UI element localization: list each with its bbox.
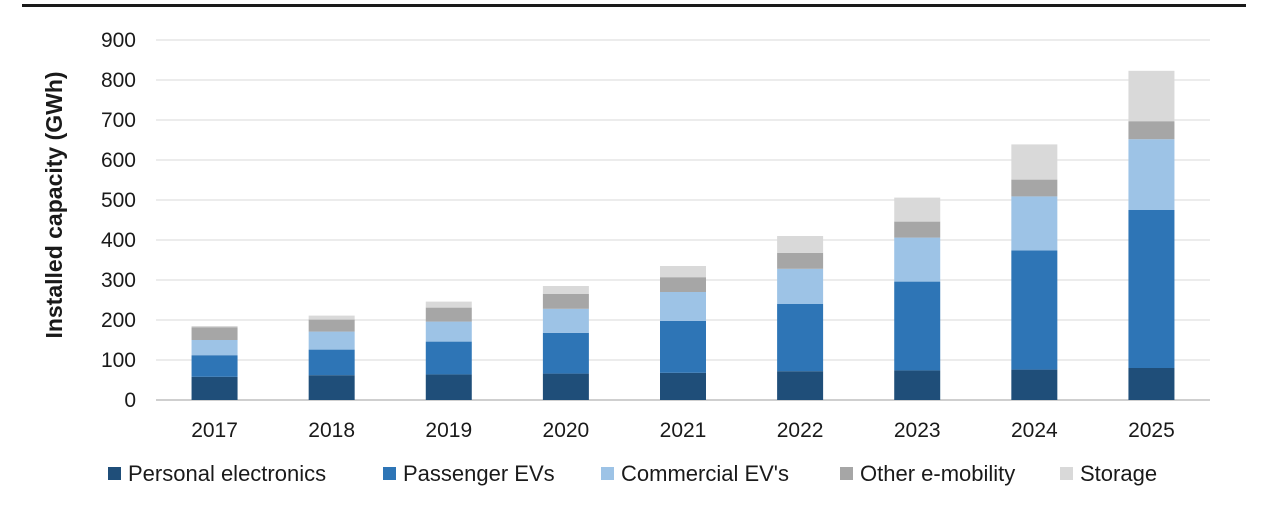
bar-segment [542,286,589,294]
y-tick-label: 400 [101,229,136,252]
bar-segment [425,307,472,322]
bar-segment [1128,139,1175,210]
bar-segment [660,292,706,321]
legend-swatch [108,467,121,480]
bar-segment [1011,179,1058,197]
y-tick-label: 100 [101,349,136,372]
bar-segment [660,266,706,278]
bar-segment [777,371,824,400]
x-tick-label: 2022 [777,419,824,442]
legend-swatch [840,467,853,480]
x-tick-label: 2023 [894,419,941,442]
bar-segment [894,281,941,371]
bar-segment [425,321,472,342]
legend-swatch [1060,467,1073,480]
y-tick-label: 300 [101,269,136,292]
bar-segment [542,308,589,333]
bar-segment [1011,196,1058,251]
bar-segment [777,252,824,269]
y-tick-label: 600 [101,149,136,172]
bar-segment [777,268,824,304]
x-tick-label: 2019 [425,419,472,442]
x-tick-label: 2024 [1011,419,1058,442]
bar-segment [777,236,824,253]
legend: Personal electronics Passenger EVs Commerc… [108,461,1157,486]
bar-segment [1011,369,1058,400]
x-tick-label: 2020 [543,419,590,442]
bar-segment [308,319,355,332]
x-tick-label: 2021 [660,419,707,442]
bar-segment [425,301,472,308]
bar-segment [425,341,472,375]
x-tick-label: 2017 [191,419,238,442]
bar-segment [1128,70,1175,122]
y-axis-ticks: 0 100 200 300 400 500 600 700 800 900 [101,29,136,412]
bar-segment [191,376,238,400]
y-tick-label: 900 [101,29,136,52]
bar-segment [191,327,238,340]
bar-segment [308,349,355,376]
bar-segment [1128,121,1175,140]
bar-segment [894,197,941,222]
bar-segment [660,372,706,400]
legend-label: Other e-mobility [860,461,1015,486]
bar-segment [191,340,238,356]
bar-segment [542,332,589,374]
x-axis-ticks: 2017 2018 2019 2020 2021 2022 2023 2024 2025 [191,419,1175,442]
bar-segment [191,326,238,328]
legend-label: Passenger EVs [403,461,555,486]
bar-segment [894,370,941,400]
bar-segment [1128,210,1175,368]
legend-swatch [601,467,614,480]
bar-segment [191,355,238,377]
top-rule [22,4,1246,7]
bar-segment [542,373,589,400]
y-tick-label: 800 [101,69,136,92]
bar-segment [1128,368,1175,400]
y-tick-label: 200 [101,309,136,332]
bar-segment [777,304,824,372]
bar-segment [1011,250,1058,370]
bar-segment [542,294,589,309]
bar-segment [308,315,355,320]
legend-label: Commercial EV's [621,461,789,486]
y-tick-label: 0 [124,389,136,412]
bars [191,70,1175,400]
legend-swatch [383,467,396,480]
x-tick-label: 2025 [1128,419,1175,442]
bar-segment [1011,144,1058,180]
bar-segment [425,374,472,400]
bar-segment [894,221,941,238]
bar-segment [308,375,355,400]
bar-segment [308,331,355,350]
y-axis-title: Installed capacity (GWh) [41,71,67,338]
bar-segment [660,277,706,292]
bar-segment [894,237,941,282]
y-tick-label: 700 [101,109,136,132]
legend-label: Storage [1080,461,1157,486]
legend-label: Personal electronics [128,461,326,486]
y-tick-label: 500 [101,189,136,212]
x-tick-label: 2018 [308,419,355,442]
bar-segment [660,320,706,373]
